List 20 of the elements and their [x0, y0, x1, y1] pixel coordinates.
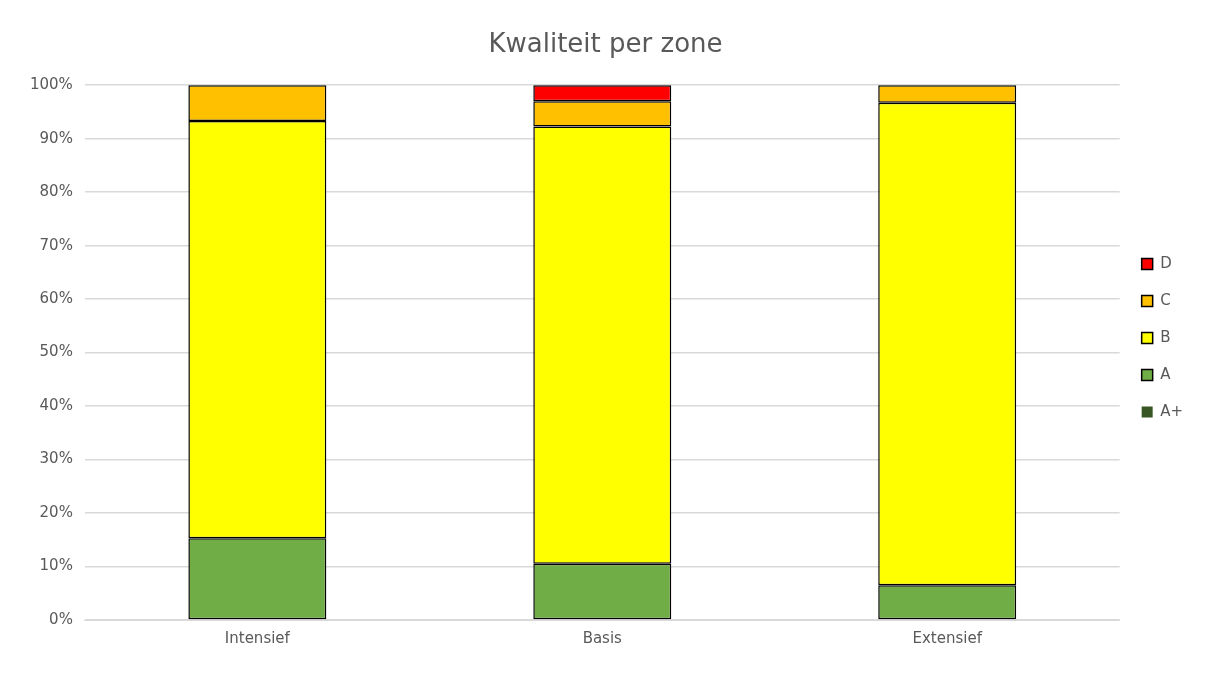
y-tick-label: 80%: [39, 182, 73, 201]
legend-label: A: [1160, 364, 1172, 383]
y-tick-label: 20%: [39, 502, 73, 521]
legend-label: B: [1160, 327, 1171, 346]
y-tick-label: 30%: [39, 449, 73, 468]
legend-label: C: [1160, 290, 1171, 309]
legend-label: A+: [1160, 401, 1184, 420]
chart-title: Kwaliteit per zone: [488, 28, 723, 59]
y-tick-label: 60%: [39, 289, 73, 308]
x-tick-label: Basis: [582, 628, 623, 647]
y-tick-label: 10%: [39, 556, 73, 575]
y-tick-label: 70%: [39, 235, 73, 254]
x-tick-label: Intensief: [224, 628, 291, 647]
y-tick-label: 0%: [49, 609, 73, 628]
legend-label: D: [1160, 253, 1172, 272]
y-tick-label: 50%: [39, 342, 73, 361]
y-tick-label: 90%: [39, 128, 73, 147]
x-tick-label: Extensief: [912, 628, 983, 647]
y-tick-label: 40%: [39, 395, 73, 414]
y-tick-label: 100%: [29, 75, 73, 94]
